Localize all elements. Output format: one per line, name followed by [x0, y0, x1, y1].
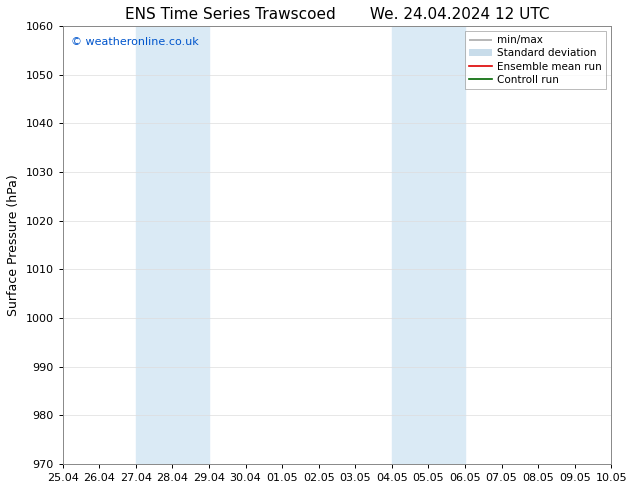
Y-axis label: Surface Pressure (hPa): Surface Pressure (hPa) [7, 174, 20, 316]
Text: © weatheronline.co.uk: © weatheronline.co.uk [71, 37, 198, 47]
Bar [136, 26, 209, 464]
Title: ENS Time Series Trawscoed       We. 24.04.2024 12 UTC: ENS Time Series Trawscoed We. 24.04.2024… [125, 7, 549, 22]
Bar [392, 26, 465, 464]
Legend: min/max, Standard deviation, Ensemble mean run, Controll run: min/max, Standard deviation, Ensemble me… [465, 31, 606, 89]
